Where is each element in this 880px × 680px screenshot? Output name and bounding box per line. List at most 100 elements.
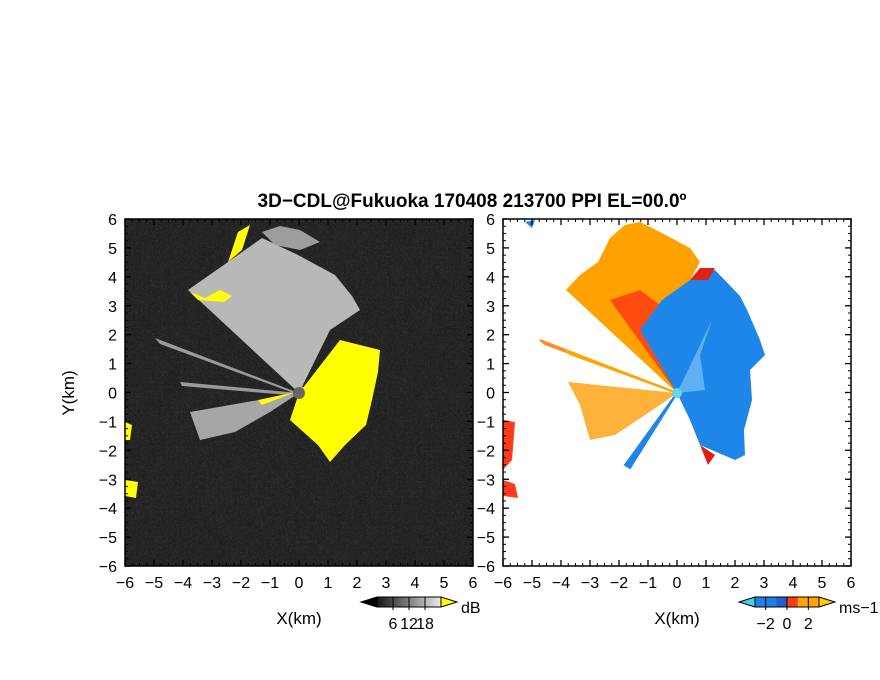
colorbar-swatch-intensity: [406, 597, 410, 607]
colorbar-swatch-velocity: [805, 597, 809, 607]
colorbar-swatch-intensity: [387, 597, 391, 607]
colorbar-tick-label-intensity: 6: [389, 616, 398, 633]
y-tick-label-right: −6: [477, 559, 495, 576]
colorbar-tick-label-intensity: 12: [400, 616, 418, 633]
colorbar-swatch-velocity: [811, 597, 815, 607]
colorbar-swatch-velocity: [789, 597, 793, 607]
colorbar-unit-velocity: ms−1: [839, 600, 879, 617]
colorbar-swatch-velocity: [792, 597, 796, 607]
colorbar-swatch-intensity: [430, 597, 434, 607]
colorbar-swatch-intensity: [417, 597, 421, 607]
radar-site-marker-velocity: [672, 388, 682, 398]
colorbar-swatch-intensity: [401, 597, 405, 607]
colorbar-swatch-velocity: [797, 597, 801, 607]
y-tick-label-right: 1: [486, 357, 495, 374]
colorbar-tick-label-velocity: −2: [757, 616, 775, 633]
x-tick-label-right: −5: [523, 575, 541, 592]
y-tick-label-left: −6: [99, 559, 117, 576]
x-tick-label-right: −4: [552, 575, 570, 592]
colorbar-min-arrow-velocity: [737, 596, 756, 608]
colorbar-swatch-intensity: [409, 597, 413, 607]
colorbar-swatch-intensity: [377, 597, 381, 607]
colorbar-tick-label-velocity: 0: [783, 616, 792, 633]
colorbar-swatch-velocity: [755, 597, 759, 607]
colorbar-swatch-intensity: [422, 597, 426, 607]
x-tick-label-left: 4: [411, 575, 420, 592]
x-tick-label-right: 1: [702, 575, 711, 592]
y-tick-label-left: −1: [99, 414, 117, 431]
colorbar-swatch-velocity: [795, 597, 799, 607]
x-tick-label-left: 0: [295, 575, 304, 592]
colorbar-max-arrow-intensity: [440, 596, 459, 608]
velocity-echo: [503, 220, 765, 498]
y-tick-label-right: 2: [486, 328, 495, 345]
colorbar-swatch-velocity: [800, 597, 804, 607]
chart-title: 3D−CDL@Fukuoka 170408 213700 PPI EL=00.0…: [258, 191, 687, 212]
y-tick-label-left: 0: [108, 386, 117, 403]
intensity-echo: [125, 225, 380, 498]
colorbar-swatch-velocity: [757, 597, 761, 607]
x-tick-label-left: 3: [382, 575, 391, 592]
colorbar-swatch-intensity: [433, 597, 437, 607]
x-tick-label-right: 4: [789, 575, 798, 592]
y-tick-label-right: 0: [486, 386, 495, 403]
y-tick-label-left: 3: [108, 299, 117, 316]
x-tick-label-left: 2: [353, 575, 362, 592]
colorbar-swatch-velocity: [763, 597, 767, 607]
colorbar-swatch-velocity: [779, 597, 783, 607]
colorbar-tick-label-velocity: 2: [804, 616, 813, 633]
colorbar-unit-intensity: dB: [461, 600, 481, 617]
x-tick-label-left: −3: [203, 575, 221, 592]
colorbar-min-arrow-intensity: [359, 596, 378, 608]
y-tick-label-left: −5: [99, 530, 117, 547]
x-tick-label-left: −5: [145, 575, 163, 592]
y-tick-label-right: 3: [486, 299, 495, 316]
colorbar-swatch-velocity: [816, 597, 820, 607]
x-tick-label-left: −2: [232, 575, 250, 592]
y-tick-label-left: 1: [108, 357, 117, 374]
colorbar-swatch-intensity: [379, 597, 383, 607]
colorbar-swatch-velocity: [768, 597, 772, 607]
x-tick-label-left: 5: [440, 575, 449, 592]
x-tick-label-left: 6: [469, 575, 478, 592]
x-tick-label-left: −4: [174, 575, 192, 592]
colorbar-swatch-intensity: [390, 597, 394, 607]
colorbar-swatch-intensity: [403, 597, 407, 607]
y-tick-label-left: −2: [99, 443, 117, 460]
y-tick-label-right: −3: [477, 472, 495, 489]
colorbar-swatch-intensity: [385, 597, 389, 607]
x-tick-label-right: 5: [818, 575, 827, 592]
colorbar-swatch-intensity: [411, 597, 415, 607]
colorbar-swatch-intensity: [438, 597, 442, 607]
y-tick-label-right: 6: [486, 212, 495, 229]
colorbar-swatch-intensity: [395, 597, 399, 607]
x-tick-label-right: 0: [673, 575, 682, 592]
y-tick-label-left: 6: [108, 212, 117, 229]
y-tick-label-right: −4: [477, 501, 495, 518]
colorbar-swatch-velocity: [760, 597, 764, 607]
colorbar-swatch-velocity: [813, 597, 817, 607]
y-axis-label: Y(km): [59, 370, 78, 415]
y-tick-label-right: −5: [477, 530, 495, 547]
y-tick-label-left: 4: [108, 270, 117, 287]
y-tick-label-right: 4: [486, 270, 495, 287]
colorbar-swatch-velocity: [781, 597, 785, 607]
colorbar-swatch-intensity: [398, 597, 402, 607]
radar-site-marker: [293, 387, 305, 399]
colorbar-tick-label-intensity: 18: [416, 616, 434, 633]
y-tick-label-left: 2: [108, 328, 117, 345]
x-tick-label-left: 1: [324, 575, 333, 592]
y-tick-label-left: 5: [108, 241, 117, 258]
colorbar-swatch-velocity: [803, 597, 807, 607]
x-axis-label-left: X(km): [276, 609, 321, 628]
velocity-panel: −6 −5 −4 −3 −2 −1 0 1 2 3 4 5 6 6 5 4 3 2 1 0 −1 −2 −3 −4 −5 −6 X…: [477, 212, 856, 628]
y-tick-label-right: 5: [486, 241, 495, 258]
velocity-colorbar: −2 0 2 ms−1: [737, 596, 879, 633]
colorbar-swatch-velocity: [765, 597, 769, 607]
y-tick-label-right: −2: [477, 443, 495, 460]
colorbar-swatch-velocity: [784, 597, 788, 607]
colorbar-swatch-velocity: [771, 597, 775, 607]
x-tick-label-left: −6: [116, 575, 134, 592]
colorbar-swatch-intensity: [393, 597, 397, 607]
